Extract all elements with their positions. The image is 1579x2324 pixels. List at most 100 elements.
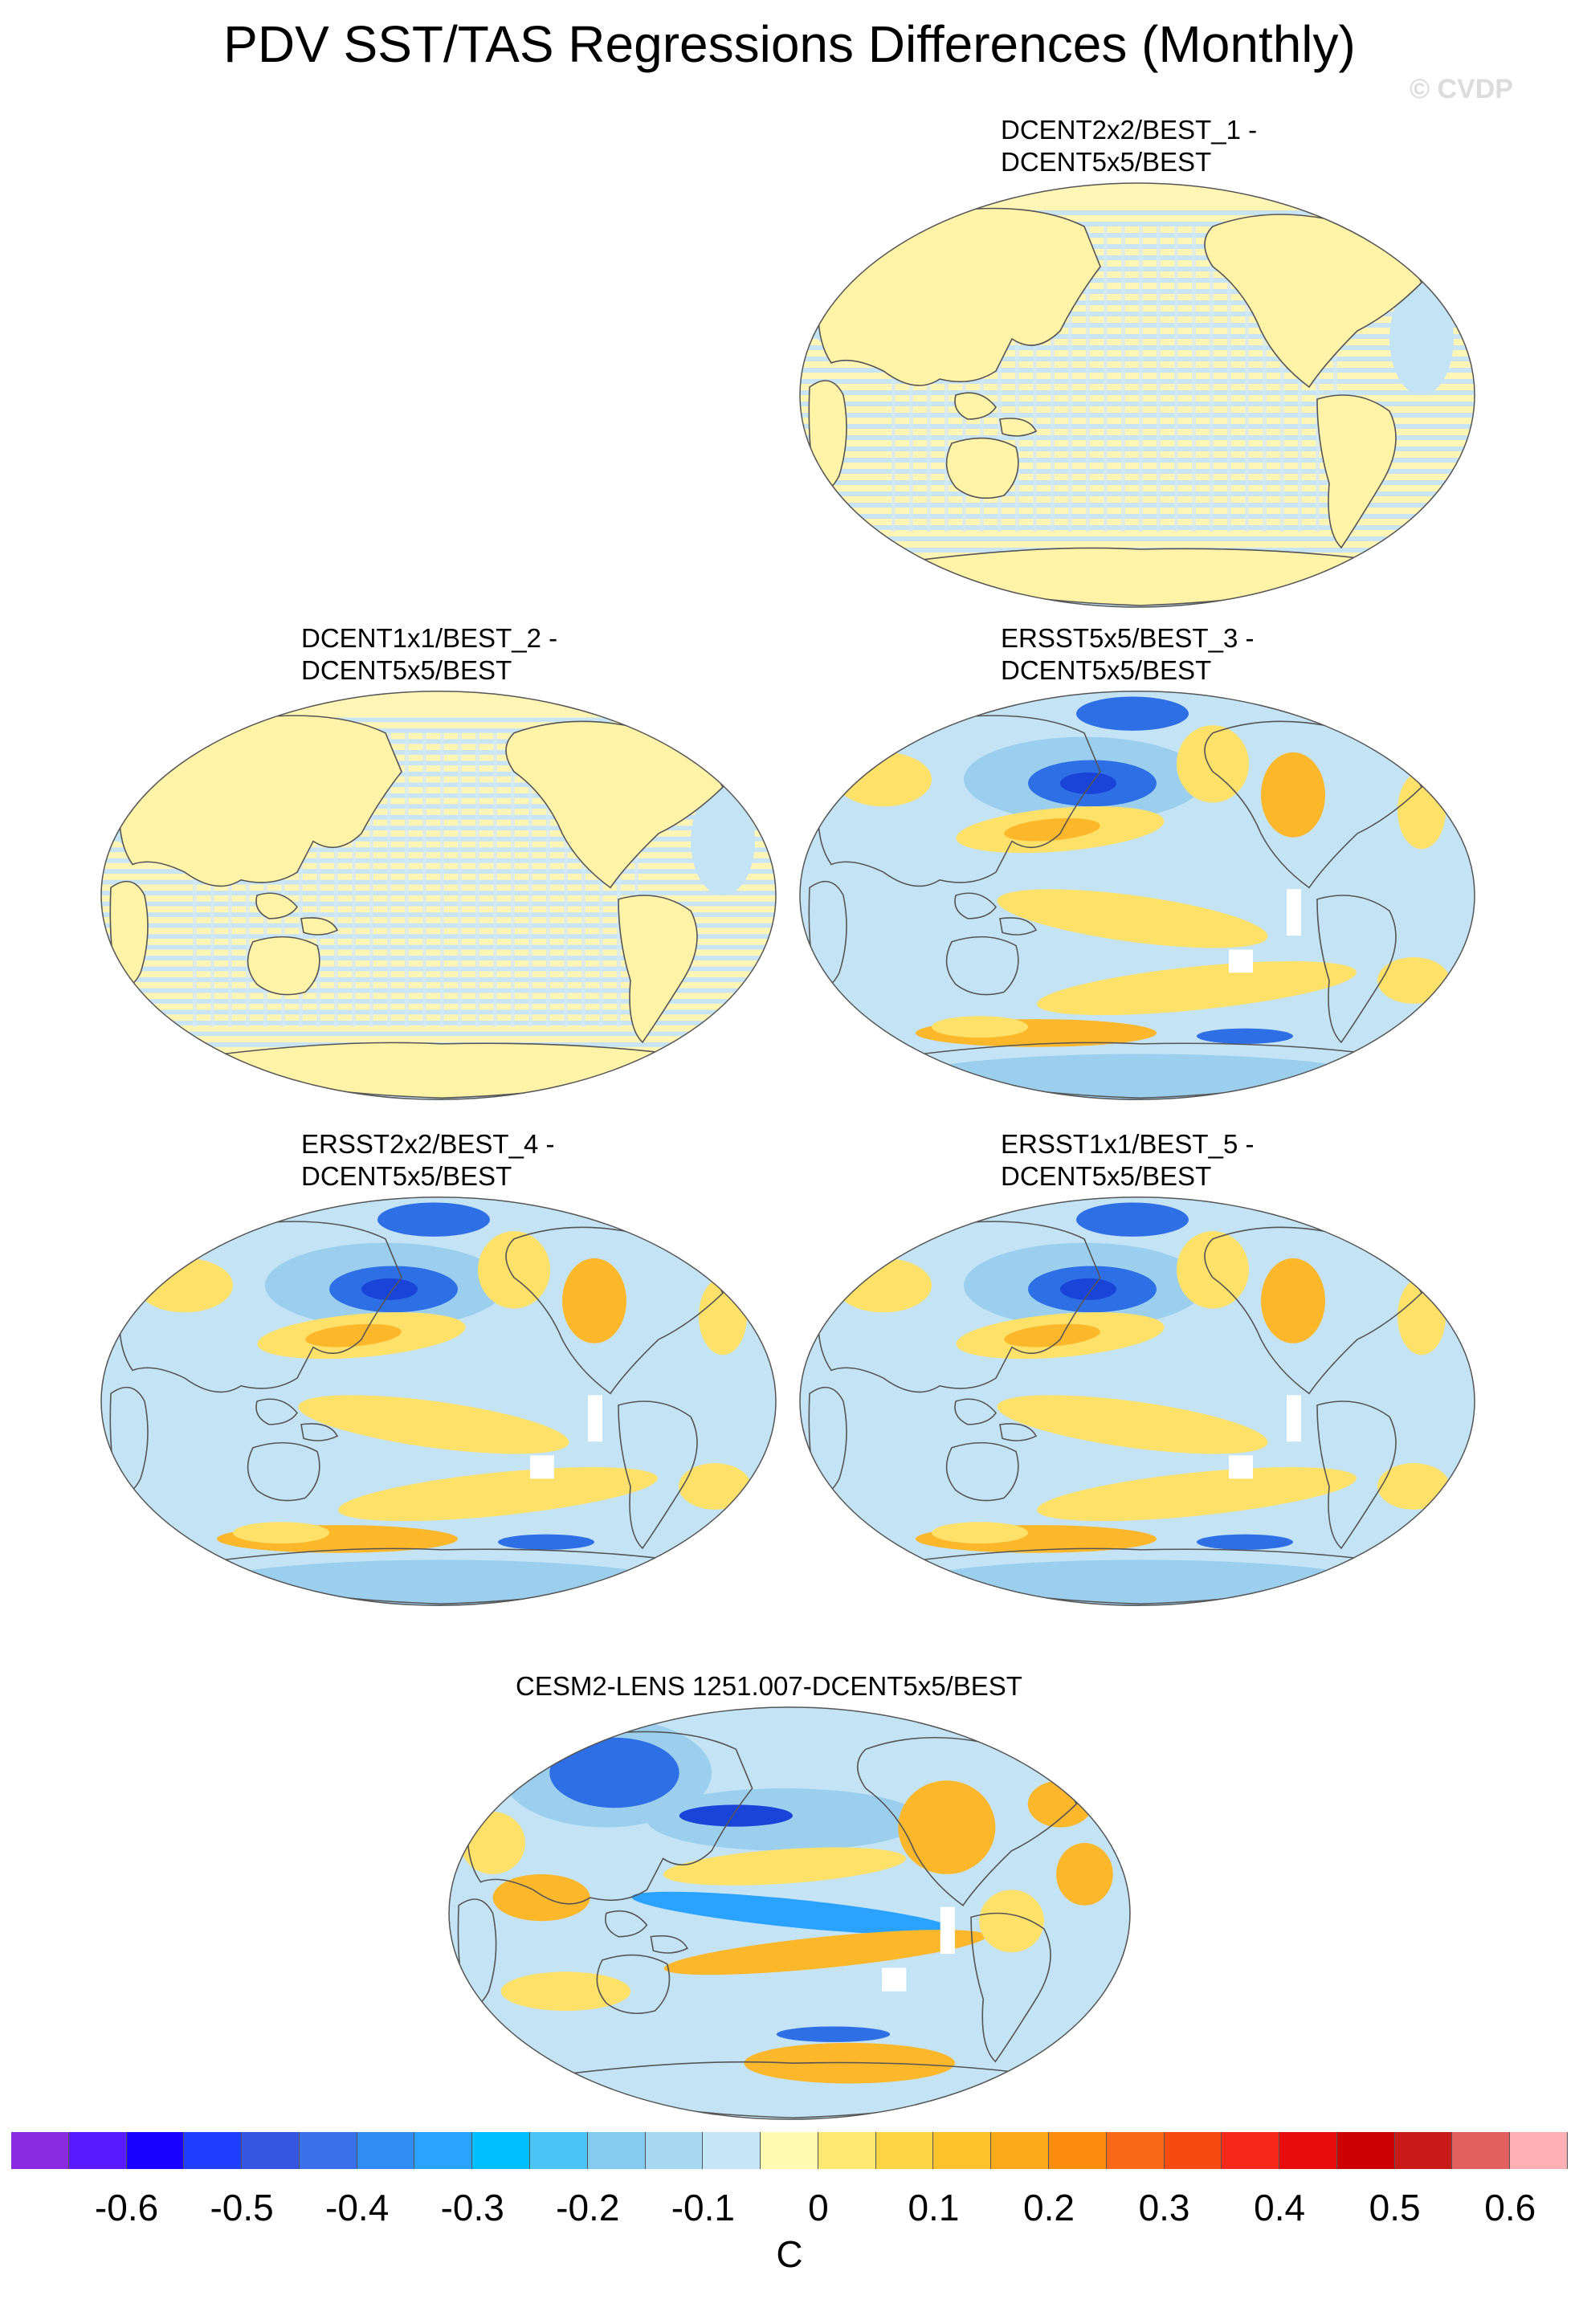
grid-stripe (800, 368, 1475, 373)
grid-stripe (800, 244, 1475, 249)
grid-stripe-vertical (1192, 226, 1196, 532)
grid-stripe (101, 771, 776, 777)
colorbar-swatch (472, 2132, 530, 2169)
colorbar-swatch (761, 2132, 818, 2169)
map-border (799, 691, 1475, 1100)
australia-landmass (247, 1441, 320, 1502)
grid-stripe-vertical (1157, 226, 1161, 532)
grid-stripe (101, 836, 776, 842)
grid-stripe-vertical (193, 732, 197, 1027)
grid-stripe (101, 923, 776, 928)
map-content (449, 1706, 1130, 2120)
south-america-landmass (618, 895, 698, 1044)
north-pacific-minimum (1060, 1278, 1116, 1300)
kuroshio-negative (679, 1804, 794, 1827)
subtropical-pacific-positive-core (305, 1323, 402, 1348)
map-border (799, 1197, 1475, 1606)
greenland-landmass (662, 1214, 716, 1259)
map-content (800, 1197, 1475, 1606)
grid-stripe-vertical (458, 732, 462, 1027)
grid-stripe (101, 988, 776, 993)
australia-landmass (945, 437, 1019, 499)
colorbar-swatch (299, 2132, 357, 2169)
colorbar-swatch (68, 2132, 127, 2169)
grid-stripe-vertical (440, 732, 444, 1027)
tropical-pacific-positive (997, 889, 1268, 948)
grid-stripe-vertical (387, 732, 391, 1027)
grid-stripe-vertical (1033, 226, 1037, 532)
grid-stripe-vertical (634, 732, 639, 1027)
south-america-landmass (1316, 895, 1397, 1044)
grid-stripe (800, 233, 1475, 238)
grid-stripe (800, 514, 1475, 519)
colorbar-tick-label: 0.2 (1023, 2187, 1075, 2228)
south-america-landmass (970, 1912, 1051, 2063)
north-america-positive (898, 1780, 996, 1874)
tropical-pacific-positive (997, 1395, 1268, 1454)
missing-data-patch (940, 1906, 955, 1955)
grid-stripe (800, 210, 1475, 215)
grid-stripe (101, 912, 776, 917)
colorbar-tick-label: 0.3 (1138, 2187, 1190, 2228)
southern-ocean-negative (498, 1534, 594, 1550)
south-atlantic-positive (1377, 957, 1450, 1004)
grid-stripe (800, 525, 1475, 530)
colorbar-swatch (1106, 2132, 1165, 2169)
grid-stripe (800, 300, 1475, 305)
colorbar-swatch (414, 2132, 473, 2169)
southern-ocean-negative (776, 2026, 891, 2042)
grid-stripe-vertical (1280, 226, 1284, 532)
southeast-asia-islands (255, 892, 339, 936)
grid-stripe (800, 458, 1475, 463)
grid-stripe-vertical (316, 732, 320, 1027)
antarctic-blue (883, 1054, 1397, 1100)
cvdp-watermark: © CVDP (1410, 74, 1513, 104)
grid-stripe-vertical (1263, 226, 1267, 532)
australia-landmass (247, 936, 320, 996)
greenland-landmass (1361, 201, 1414, 247)
grid-stripe-vertical (352, 732, 356, 1027)
figure-title: PDV SST/TAS Regressions Differences (Mon… (223, 15, 1356, 73)
missing-data-patch (588, 1395, 602, 1442)
missing-data-patch (1229, 1455, 1253, 1479)
grid-stripe-vertical (617, 732, 621, 1027)
grid-stripe-vertical (405, 732, 409, 1027)
panel-label-1: DCENT2x2/BEST_1 - DCENT5x5/BEST (1001, 115, 1258, 177)
grid-stripe-vertical (1104, 226, 1108, 532)
colorbar-tick-label: -0.2 (556, 2187, 620, 2228)
grid-stripe (800, 255, 1475, 260)
grid-stripe-vertical (1174, 226, 1178, 532)
grid-stripe (101, 944, 776, 950)
grid-stripe-vertical (892, 226, 896, 532)
tropical-pacific-positive (298, 1395, 569, 1454)
colorbar-swatch (11, 2132, 69, 2169)
grid-stripe (101, 826, 776, 831)
grid-stripe (800, 323, 1475, 328)
map-panel-3 (799, 691, 1475, 1100)
colorbar-tick-label: 0.5 (1369, 2187, 1421, 2228)
grid-stripe-vertical (299, 732, 303, 1027)
grid-stripe (800, 222, 1475, 226)
grid-stripe (800, 390, 1475, 395)
grid-stripe-vertical (581, 732, 585, 1027)
grid-stripe-vertical (1210, 226, 1214, 532)
map-panel-5 (799, 1197, 1475, 1606)
bering-sea-negative (1076, 696, 1189, 731)
map-border (448, 1706, 1131, 2120)
colorbar-tick-label: -0.5 (210, 2187, 274, 2228)
grid-stripe (800, 278, 1475, 283)
colorbar-swatch (703, 2132, 761, 2169)
grid-stripe-vertical (546, 732, 550, 1027)
grid-stripe (800, 402, 1475, 406)
bering-sea-negative (1076, 1202, 1189, 1237)
southern-ocean-yellow (932, 1016, 1028, 1038)
grid-stripe (101, 891, 776, 895)
grid-stripe (800, 491, 1475, 496)
atlantic-positive (1397, 1277, 1446, 1356)
missing-data-patch (1287, 1395, 1301, 1442)
colorbar-swatch (184, 2132, 243, 2169)
south-pacific-positive (1037, 1467, 1357, 1522)
south-atlantic-positive (679, 1463, 751, 1510)
map-panel-4 (100, 1197, 777, 1606)
grid-stripe (101, 814, 776, 820)
